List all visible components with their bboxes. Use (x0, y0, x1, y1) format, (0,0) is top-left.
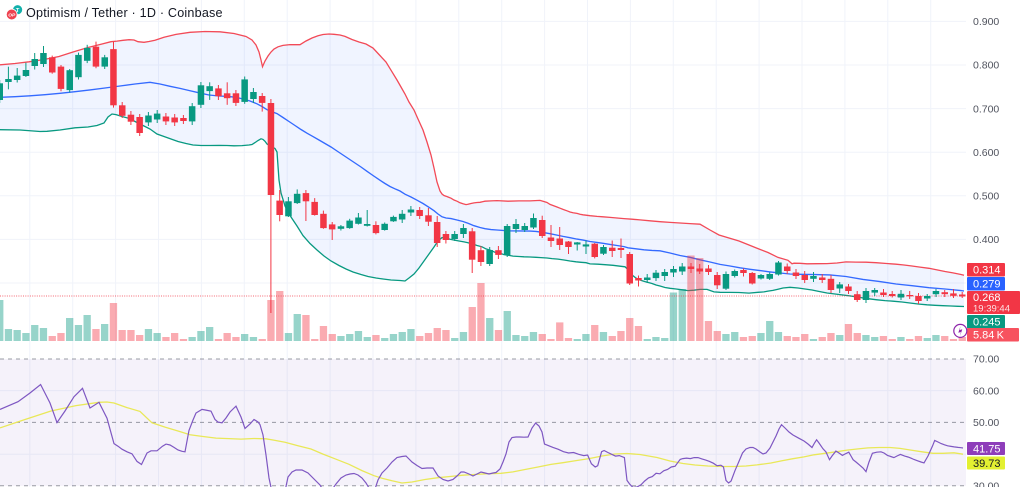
svg-text:0.400: 0.400 (973, 234, 999, 246)
svg-text:0.268: 0.268 (973, 292, 1001, 304)
svg-text:19:39:44: 19:39:44 (973, 304, 1010, 315)
svg-text:Optimism / Tether · 1D · Coinb: Optimism / Tether · 1D · Coinbase (26, 6, 223, 20)
svg-text:50.00: 50.00 (973, 417, 999, 429)
svg-text:0.800: 0.800 (973, 60, 999, 72)
svg-text:60.00: 60.00 (973, 385, 999, 397)
svg-text:0.600: 0.600 (973, 147, 999, 159)
svg-text:30.00: 30.00 (973, 481, 999, 487)
svg-text:0.245: 0.245 (973, 317, 1001, 329)
svg-text:5.84 K: 5.84 K (973, 330, 1005, 342)
svg-text:T: T (16, 8, 20, 14)
svg-text:0.700: 0.700 (973, 103, 999, 115)
svg-text:39.73: 39.73 (973, 458, 1001, 470)
svg-text:0.314: 0.314 (973, 265, 1001, 277)
svg-text:OP: OP (8, 13, 16, 19)
svg-text:41.75: 41.75 (973, 443, 1001, 455)
svg-text:70.00: 70.00 (973, 354, 999, 366)
svg-text:0.279: 0.279 (973, 279, 1001, 291)
svg-text:0.900: 0.900 (973, 16, 999, 28)
svg-text:0.500: 0.500 (973, 191, 999, 203)
